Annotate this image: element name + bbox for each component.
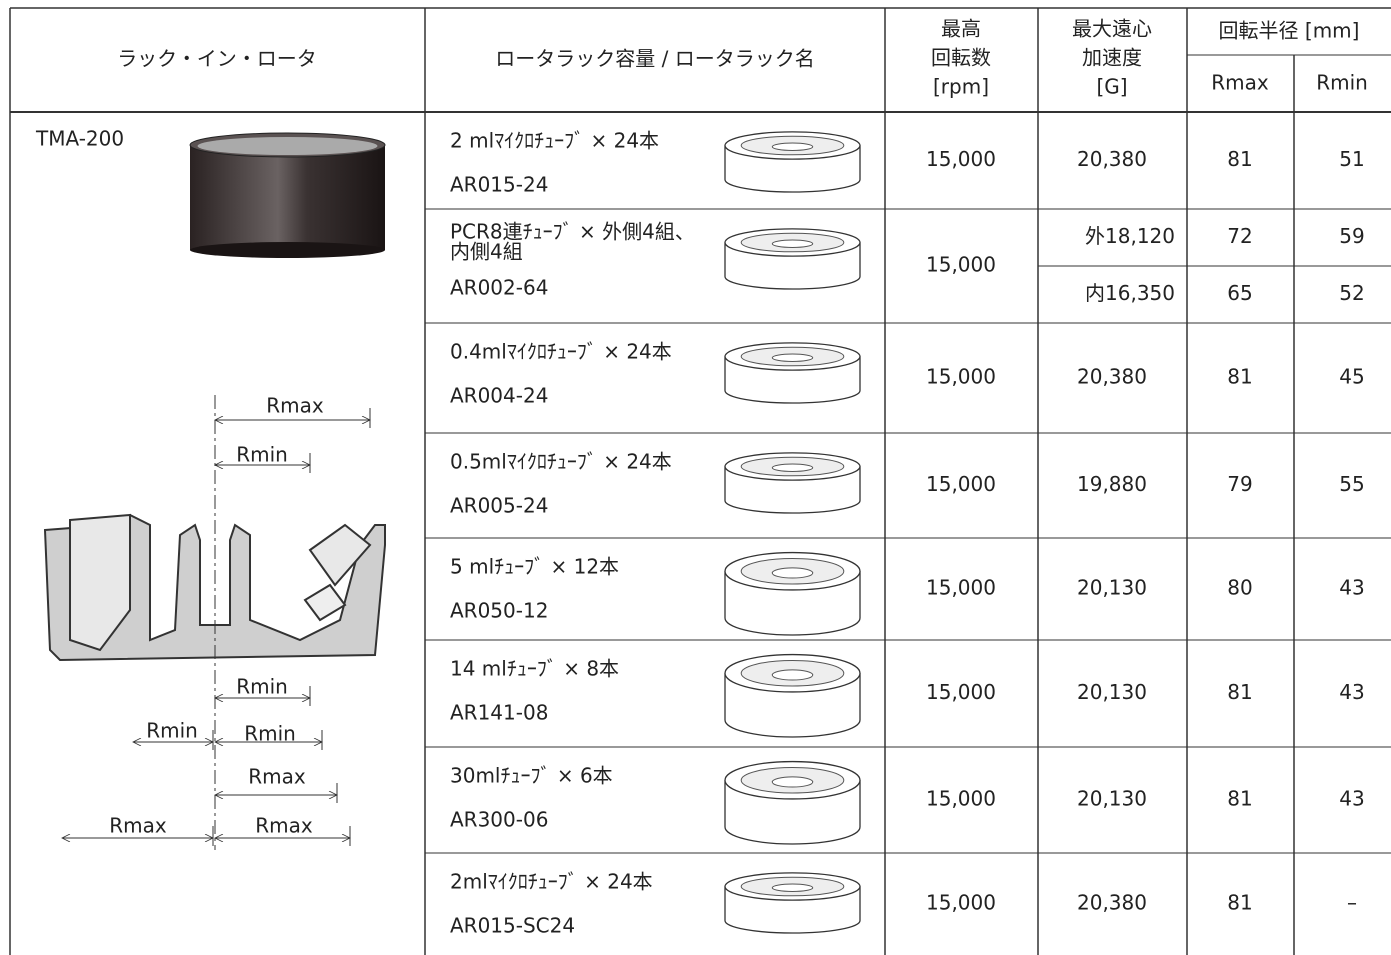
rack-hub: [771, 567, 814, 579]
rmax: 81: [1227, 680, 1252, 704]
rpm: 15,000: [926, 472, 996, 496]
rack-hub: [771, 883, 814, 892]
header-cell: Rmin: [1316, 71, 1368, 95]
header-cell: 加速度: [1082, 46, 1142, 70]
header-cell: 最大遠心: [1072, 17, 1152, 41]
header-cell: Rmax: [1211, 71, 1269, 95]
rack-hub: [771, 353, 814, 362]
rack-hub: [771, 142, 814, 151]
rack-name: AR015-24: [450, 173, 548, 197]
rpm: 15,000: [926, 787, 996, 811]
rack-name: AR141-08: [450, 701, 548, 725]
dimension-label: Rmax: [255, 814, 313, 838]
rotor-name: TMA-200: [35, 127, 124, 151]
dimension-label: Rmin: [146, 719, 198, 743]
rack-icon: [724, 342, 861, 404]
header-cell: [rpm]: [933, 75, 989, 99]
rack-hub: [771, 776, 814, 788]
rack-icon: [724, 228, 861, 290]
capacity: 14 mlﾁｭｰﾌﾞ × 8本: [450, 657, 619, 681]
g-force: 19,880: [1077, 472, 1147, 496]
dimension-label: Rmax: [266, 394, 324, 418]
g-force: 20,380: [1077, 891, 1147, 915]
rack-hub: [771, 239, 814, 248]
rack-icon: [724, 131, 861, 193]
capacity: 5 mlﾁｭｰﾌﾞ × 12本: [450, 555, 619, 579]
g-force: 20,130: [1077, 787, 1147, 811]
rmax: 65: [1227, 281, 1252, 305]
rpm: 15,000: [926, 576, 996, 600]
g-force: 20,380: [1077, 365, 1147, 389]
rack-name: AR015-SC24: [450, 914, 575, 938]
dimension-label: Rmax: [248, 765, 306, 789]
rmin: 52: [1339, 281, 1364, 305]
rmax: 81: [1227, 365, 1252, 389]
rack-name: AR004-24: [450, 384, 548, 408]
rpm: 15,000: [926, 891, 996, 915]
rack-icon: [724, 872, 861, 934]
g-force: 内16,350: [1085, 281, 1175, 305]
rack-icon: [724, 551, 861, 636]
dimension-label: Rmax: [109, 814, 167, 838]
capacity: 内側4組: [450, 240, 523, 264]
rmin: –: [1347, 891, 1357, 915]
g-force: 20,380: [1077, 147, 1147, 171]
header-cell: [G]: [1096, 75, 1127, 99]
header-cell: 回転数: [931, 46, 991, 70]
rmin: 43: [1339, 787, 1364, 811]
capacity: 30mlﾁｭｰﾌﾞ × 6本: [450, 764, 613, 788]
dimension-label: Rmin: [236, 675, 288, 699]
rack-icon: [724, 452, 861, 514]
header-cell: ロータラック容量 / ロータラック名: [495, 47, 814, 71]
rmin: 55: [1339, 472, 1364, 496]
rack-name: AR050-12: [450, 599, 548, 623]
rmin: 45: [1339, 365, 1364, 389]
capacity: 0.5mlﾏｲｸﾛﾁｭｰﾌﾞ × 24本: [450, 450, 672, 474]
header-cell: 最高: [941, 17, 981, 41]
rotor-cross-section: [43, 513, 386, 662]
g-force: 20,130: [1077, 576, 1147, 600]
dimension-label: Rmin: [236, 443, 288, 467]
rmin: 51: [1339, 147, 1364, 171]
capacity: 2mlﾏｲｸﾛﾁｭｰﾌﾞ × 24本: [450, 870, 653, 894]
rack-name: AR002-64: [450, 276, 548, 300]
rmax: 81: [1227, 147, 1252, 171]
g-force: 外18,120: [1085, 224, 1175, 248]
rack-name: AR300-06: [450, 808, 548, 832]
rmax: 80: [1227, 576, 1252, 600]
g-force: 20,130: [1077, 680, 1147, 704]
rmax: 81: [1227, 787, 1252, 811]
rpm: 15,000: [926, 147, 996, 171]
capacity: 0.4mlﾏｲｸﾛﾁｭｰﾌﾞ × 24本: [450, 340, 672, 364]
rmin: 43: [1339, 680, 1364, 704]
rpm: 15,000: [926, 365, 996, 389]
rmax: 79: [1227, 472, 1252, 496]
rpm: 15,000: [926, 253, 996, 277]
rack-icon: [724, 653, 861, 738]
rmin: 43: [1339, 576, 1364, 600]
rpm: 15,000: [926, 680, 996, 704]
capacity: PCR8連ﾁｭｰﾌﾞ × 外側4組、: [450, 220, 695, 244]
rotor-photo: [189, 132, 386, 258]
capacity: 2 mlﾏｲｸﾛﾁｭｰﾌﾞ × 24本: [450, 129, 659, 153]
rack-name: AR005-24: [450, 494, 548, 518]
header-cell: ラック・イン・ロータ: [117, 47, 317, 71]
header-cell: 回転半径 [mm]: [1219, 19, 1360, 43]
rmin: 59: [1339, 224, 1364, 248]
rack-icon: [724, 760, 861, 845]
rack-hub: [771, 463, 814, 472]
rack-hub: [771, 669, 814, 681]
rmax: 81: [1227, 891, 1252, 915]
rmax: 72: [1227, 224, 1252, 248]
